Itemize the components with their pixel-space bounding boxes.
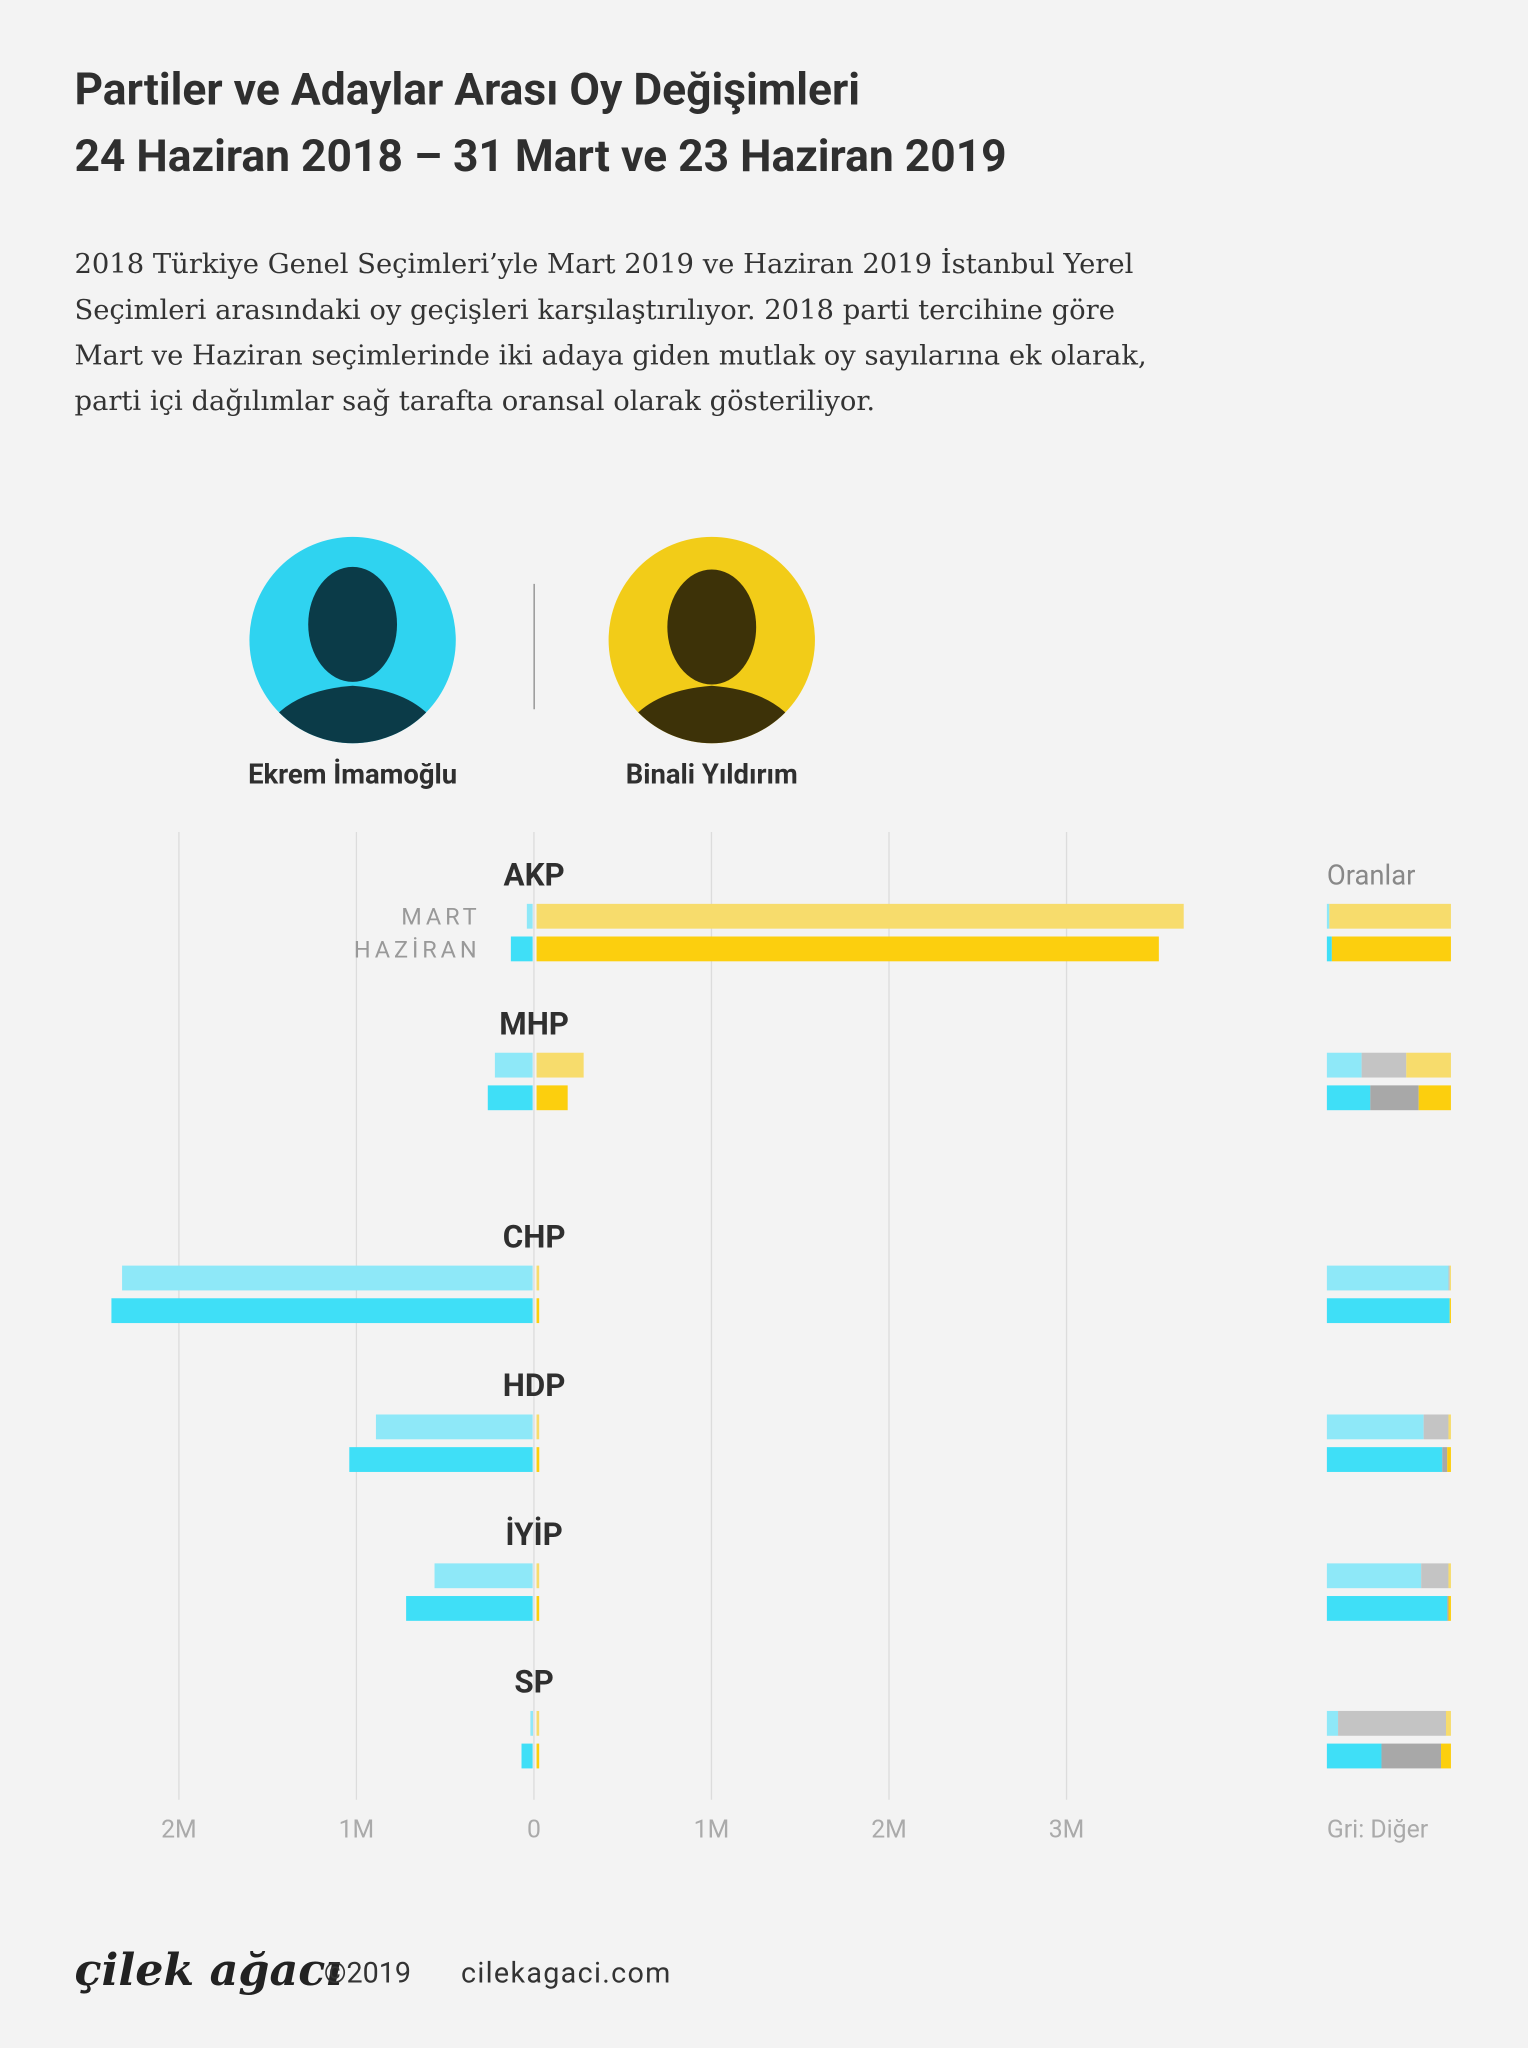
description-line: Mart ve Haziran seçimlerinde iki adaya g… <box>74 340 1146 371</box>
x-tick-label: 3M <box>1049 1816 1085 1845</box>
ratio-segment <box>1423 1414 1449 1440</box>
bar <box>536 1743 540 1769</box>
bar <box>521 1743 533 1769</box>
x-tick-label: 1M <box>339 1816 375 1845</box>
x-tick-label: 1M <box>694 1816 730 1845</box>
legend-label: Binali Yıldırım <box>626 759 798 791</box>
ratio-segment <box>1326 903 1330 929</box>
ratio-segment <box>1449 1298 1451 1324</box>
legend-label: Ekrem İmamoğlu <box>248 759 457 791</box>
bar <box>536 1265 540 1291</box>
category-label: MHP <box>499 1005 569 1042</box>
ratio-segment <box>1441 1743 1451 1769</box>
ratio-segment <box>1326 1563 1422 1589</box>
bar <box>536 1563 540 1589</box>
ratio-segment <box>1326 1414 1424 1440</box>
bar <box>536 903 1184 929</box>
bar <box>536 1414 540 1440</box>
title-line: Partiler ve Adaylar Arası Oy Değişimleri <box>74 64 860 116</box>
url: cilekagaci.com <box>461 1957 672 1991</box>
ratio-segment <box>1449 1265 1451 1291</box>
description-line: parti içi dağılımlar sağ tarafta oransal… <box>74 386 875 417</box>
bar <box>111 1298 533 1324</box>
bar <box>536 1085 568 1111</box>
ratio-segment <box>1326 1596 1448 1621</box>
footer: çilek ağacı <box>74 1944 342 1996</box>
ratio-segment <box>1421 1563 1449 1589</box>
ratio-segment <box>1406 1052 1451 1078</box>
bar <box>349 1447 533 1472</box>
bar <box>510 936 533 962</box>
category-label: İYİP <box>505 1516 563 1553</box>
x-tick-label: 2M <box>871 1816 907 1845</box>
ratio-segment <box>1418 1085 1451 1111</box>
description: 2018 Türkiye Genel Seçimleri’yle Mart 20… <box>74 247 1146 417</box>
ratio-title: Oranlar <box>1327 859 1416 891</box>
bar <box>530 1710 534 1736</box>
period-label: MART <box>401 903 480 931</box>
ratio-segment <box>1370 1085 1419 1111</box>
ratio-segment <box>1326 1743 1382 1769</box>
ratio-segment <box>1331 936 1451 962</box>
ratio-segment <box>1448 1414 1451 1440</box>
bar <box>536 1447 540 1472</box>
ratio-segment <box>1326 1052 1362 1078</box>
ratio-segment <box>1326 1447 1443 1472</box>
x-tick-label: 2M <box>161 1816 197 1845</box>
ratio-segment <box>1447 1596 1449 1621</box>
brand: çilek ağacı <box>74 1944 342 1996</box>
bar <box>536 1710 540 1736</box>
ratio-segment <box>1445 1710 1451 1736</box>
bar <box>536 1298 540 1324</box>
ratio-segment <box>1338 1710 1446 1736</box>
header-title: Partiler ve Adaylar Arası Oy Değişimleri… <box>74 64 1006 183</box>
category-label: CHP <box>503 1218 566 1255</box>
ratio-segment <box>1361 1052 1407 1078</box>
description-line: 2018 Türkiye Genel Seçimleri’yle Mart 20… <box>74 247 1133 280</box>
category-label: SP <box>514 1664 553 1701</box>
ratio-footnote: Gri: Diğer <box>1327 1816 1429 1845</box>
ratio-segment <box>1326 1265 1449 1291</box>
ratio-segment <box>1329 903 1451 929</box>
bar <box>494 1052 533 1078</box>
bar <box>536 1596 540 1621</box>
ratio-segment <box>1447 1447 1451 1472</box>
bar <box>526 903 533 929</box>
ratio-segment <box>1381 1743 1442 1769</box>
ratio-segment <box>1326 936 1332 962</box>
x-tick-label: 0 <box>527 1816 541 1845</box>
category-label: HDP <box>503 1367 566 1404</box>
title-line: 24 Haziran 2018 – 31 Mart ve 23 Haziran … <box>74 130 1006 182</box>
ratio-segment <box>1448 1596 1451 1621</box>
category-label: AKP <box>504 857 565 894</box>
period-label: HAZİRAN <box>354 935 481 963</box>
ratio-segment <box>1442 1447 1448 1472</box>
bar <box>487 1085 533 1111</box>
ratio-segment <box>1326 1085 1371 1111</box>
description-line: Seçimleri arasındaki oy geçişleri karşıl… <box>74 295 1115 326</box>
bar <box>536 1052 584 1078</box>
ratio-segment <box>1326 1298 1450 1324</box>
ratio-segment <box>1326 1710 1339 1736</box>
bar <box>536 936 1159 962</box>
ratio-segment <box>1448 1265 1450 1291</box>
bar <box>406 1596 533 1621</box>
ratio-segment <box>1448 1563 1451 1589</box>
bar <box>434 1563 533 1589</box>
bar <box>122 1265 533 1291</box>
copyright: ©2019 <box>324 1957 411 1991</box>
bars <box>111 903 1451 1769</box>
bar <box>375 1414 533 1440</box>
